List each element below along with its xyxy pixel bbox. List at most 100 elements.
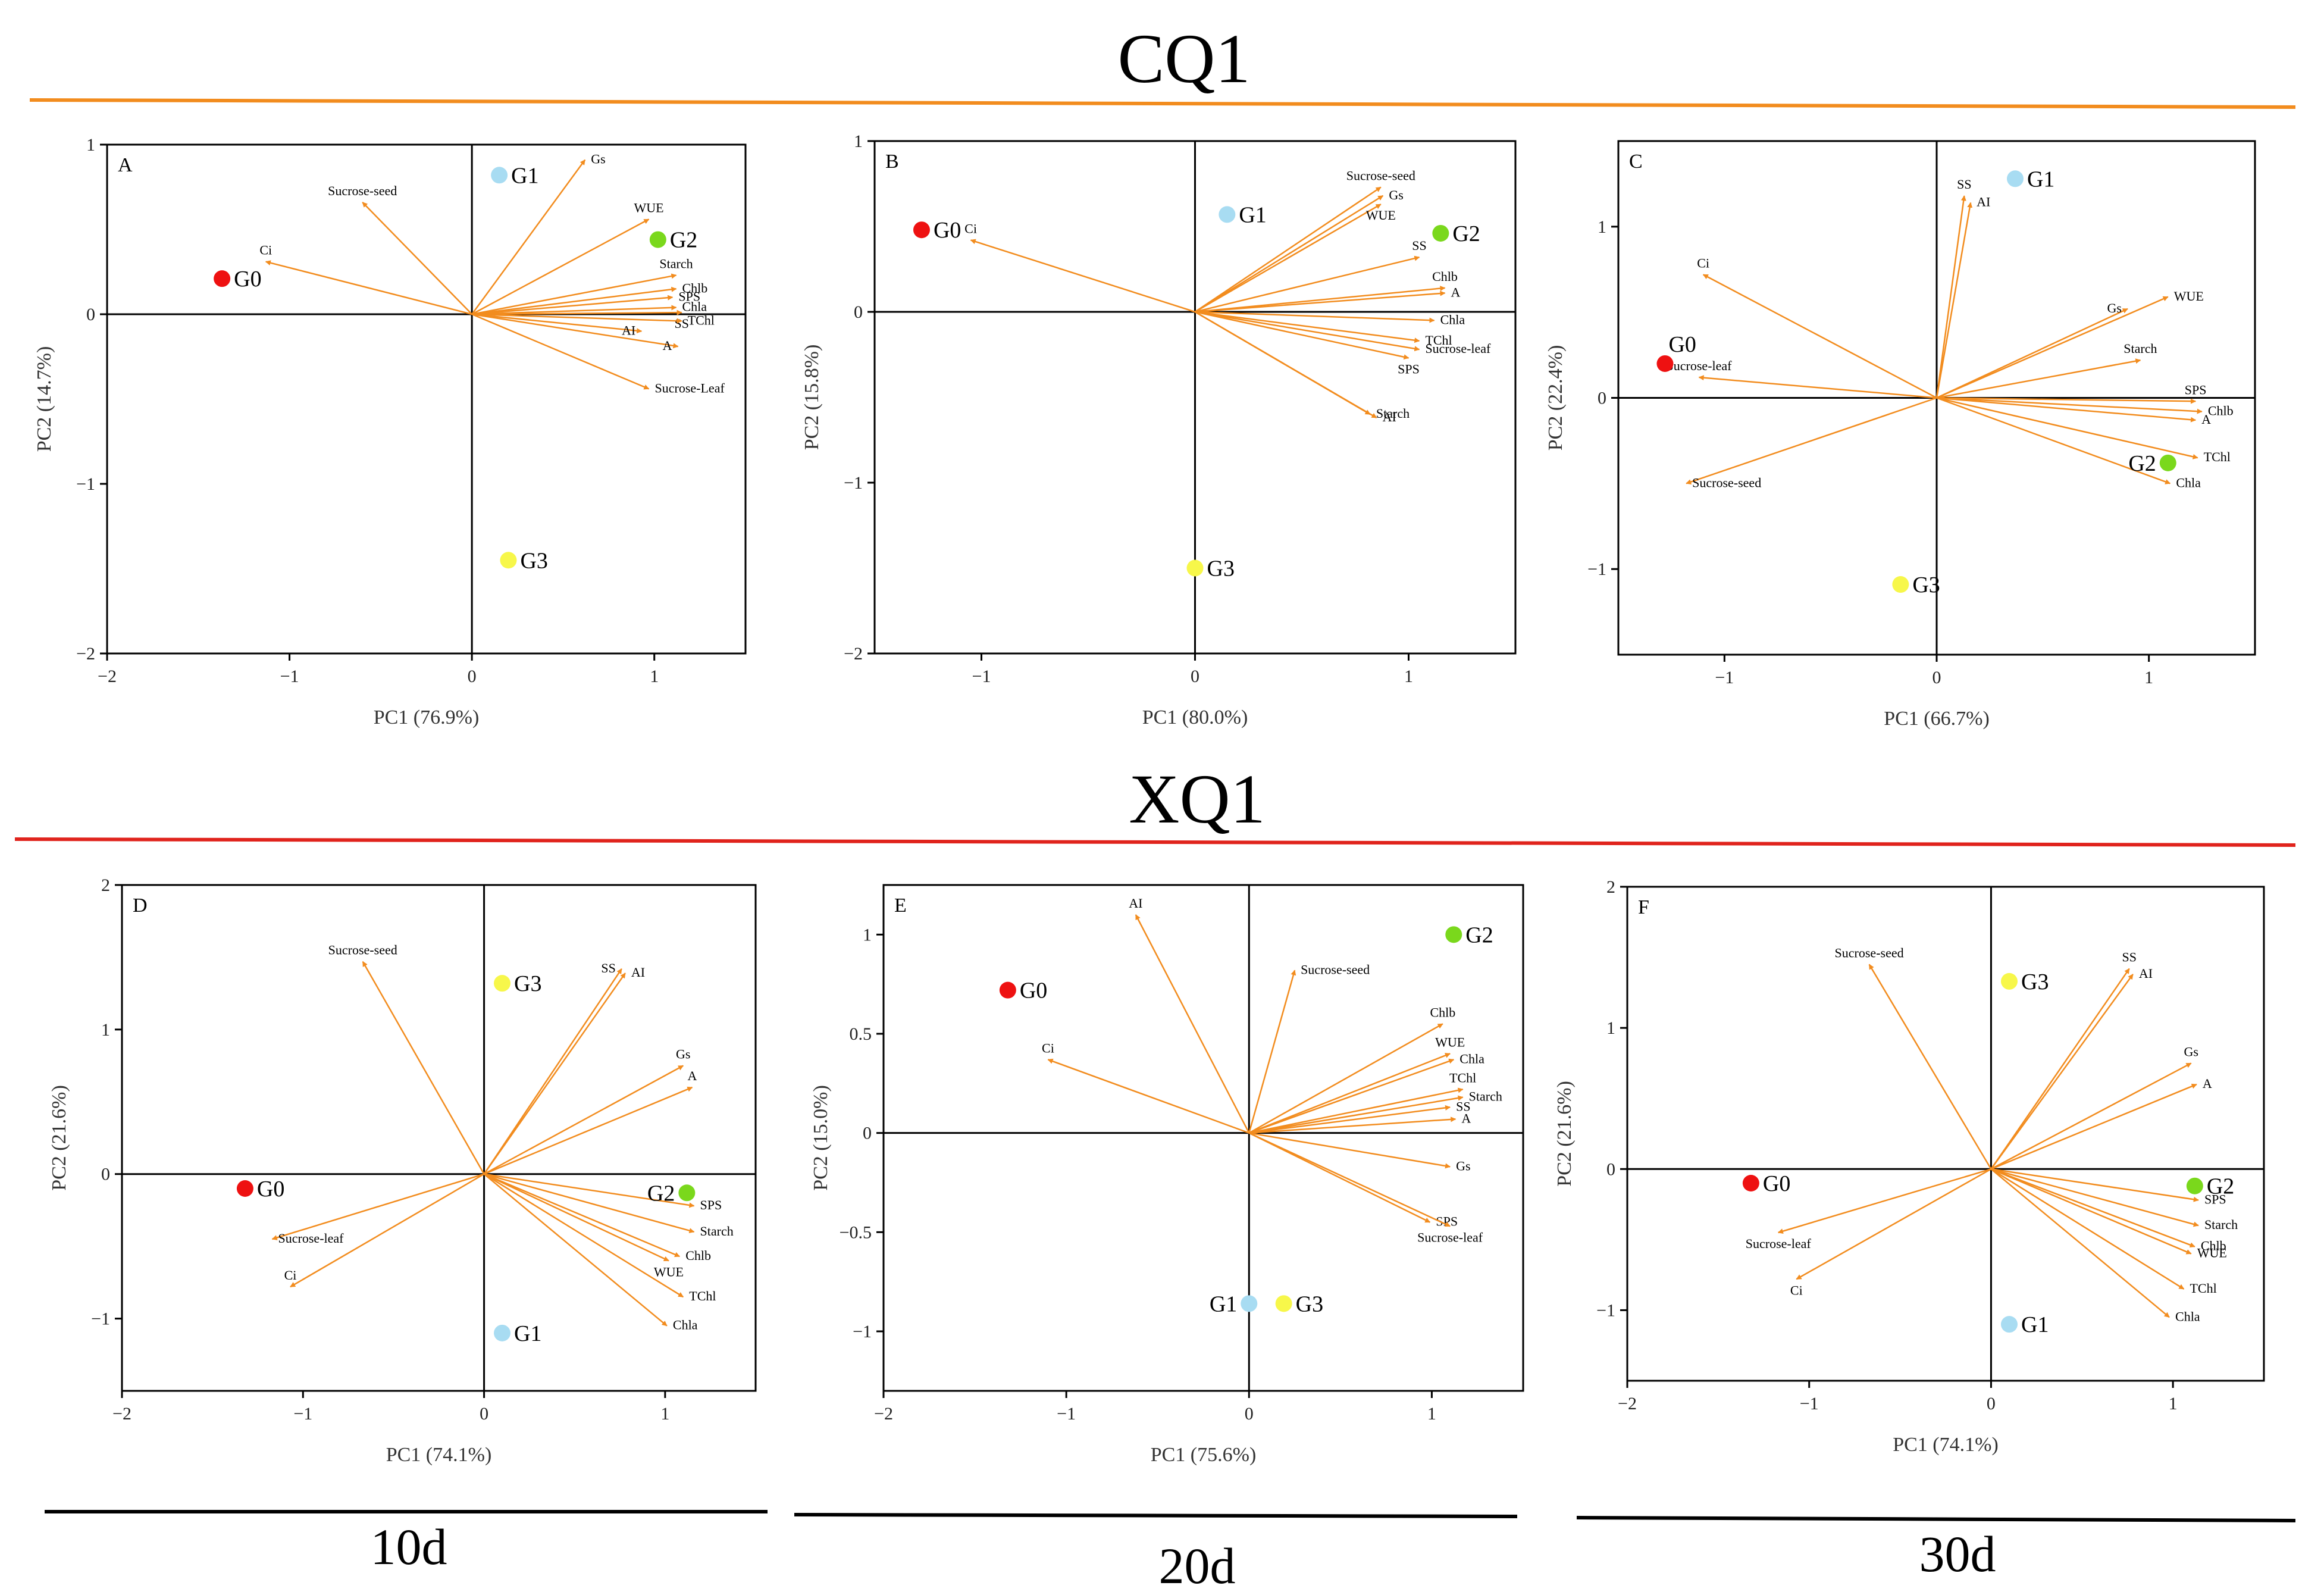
vector-label: Chlb	[682, 280, 708, 295]
vector-label: Chlb	[685, 1248, 711, 1263]
panel-letter: C	[1629, 151, 1643, 173]
loading-vector	[1249, 1087, 1464, 1134]
vector-label: Chlb	[1432, 269, 1458, 284]
loading-vector	[1195, 311, 1420, 343]
y-axis-label: PC2 (15.8%)	[801, 345, 823, 451]
plot-frame	[1626, 886, 2265, 1382]
group-point	[1656, 355, 1674, 372]
loading-vector	[1936, 397, 2198, 459]
group-label: G2	[1465, 922, 1493, 947]
vector-label: A	[2203, 1076, 2212, 1091]
loading-vector	[471, 313, 650, 390]
x-tick-label: 0	[1245, 1404, 1254, 1424]
vector-label: WUE	[2174, 289, 2204, 304]
vector-label: Chlb	[2208, 404, 2234, 418]
group-label: G2	[2128, 451, 2156, 476]
y-tick-label: 1	[1598, 217, 1606, 237]
loading-vector	[471, 159, 586, 315]
group-label: G1	[514, 1321, 541, 1346]
loading-vector	[1796, 1168, 1992, 1280]
plot-frame	[882, 884, 1524, 1392]
group-label: G2	[670, 228, 697, 253]
vector-label: Ci	[1790, 1283, 1803, 1297]
vector-label: A	[1461, 1111, 1471, 1125]
y-tick-label: 1	[1606, 1018, 1615, 1038]
x-axis-label: PC1 (74.1%)	[1893, 1434, 1999, 1456]
vector-label: Sucrose-seed	[1835, 945, 1904, 960]
x-tick-label: 0	[468, 667, 477, 686]
vector-label: SPS	[678, 289, 700, 304]
loading-vector	[483, 1173, 684, 1298]
y-axis-label: PC2 (15.0%)	[810, 1085, 832, 1191]
vector-label: Starch	[1376, 406, 1410, 421]
group-point	[649, 231, 666, 248]
loading-vector	[1047, 1058, 1249, 1134]
vector-label: TChl	[2204, 449, 2231, 464]
loading-vector	[483, 1173, 668, 1327]
loading-vector	[1249, 1105, 1451, 1134]
group-point	[494, 1324, 510, 1341]
panel-letter: F	[1638, 896, 1649, 918]
loading-vector	[1248, 1023, 1443, 1134]
y-tick-label: 0	[854, 302, 863, 322]
loading-vector	[1195, 255, 1420, 313]
panel-b: −1 0 1 −2 −1 0 1 PC1 (80.0%) PC2 (15.8%) B Ci Sucro…	[801, 132, 1517, 728]
x-tick-label: 0	[1191, 667, 1199, 686]
loading-vector	[1249, 1095, 1464, 1134]
group-label: G0	[934, 218, 961, 243]
loading-vector	[484, 1086, 693, 1175]
loading-vector	[471, 273, 677, 315]
y-tick-label: 0	[86, 305, 95, 324]
panel-a: −2 −1 0 1 −2 −1 0 1 PC1 (76.9%) PC2 (14.7%) A Sucro…	[33, 135, 747, 728]
loading-vector	[1990, 1168, 2170, 1318]
x-tick-label: −1	[1715, 668, 1734, 687]
y-tick-label: 2	[101, 875, 110, 895]
vector-label: WUE	[1435, 1034, 1465, 1049]
group-label: G0	[234, 267, 261, 292]
group-point	[678, 1184, 696, 1202]
group-point	[236, 1180, 253, 1197]
vector-label: Ci	[259, 243, 272, 258]
time-label-20d: 20d	[1159, 1537, 1236, 1594]
loading-vector	[1991, 1168, 2199, 1202]
vector-label: AI	[1977, 195, 1990, 209]
loading-vector	[1990, 1083, 2197, 1170]
vector-label: Ci	[284, 1268, 297, 1283]
loading-vector	[1195, 286, 1446, 313]
vector-label: A	[663, 338, 672, 353]
y-tick-label: −0.5	[840, 1222, 872, 1242]
vector-label: TChl	[1425, 333, 1452, 348]
y-tick-label: 0	[1598, 389, 1606, 408]
x-tick-label: 0	[1933, 668, 1941, 687]
group-label: G3	[1296, 1291, 1323, 1316]
loading-vector	[1698, 375, 1937, 399]
group-point	[2001, 972, 2018, 990]
y-tick-label: −1	[76, 474, 95, 494]
loading-vector	[1195, 290, 1446, 313]
group-label: G2	[2207, 1174, 2234, 1199]
vector-label: Ci	[964, 221, 977, 236]
vector-label: Chlb	[1430, 1005, 1455, 1019]
x-tick-label: 1	[660, 1404, 669, 1424]
y-tick-label: 0	[101, 1165, 110, 1184]
vector-label: Chla	[682, 299, 707, 314]
vector-label: Sucrose-leaf	[1746, 1236, 1812, 1251]
group-point	[999, 981, 1016, 999]
vector-label: TChl	[689, 1288, 716, 1303]
vector-label: Sucrose-seed	[1301, 962, 1370, 977]
group-point	[491, 167, 508, 184]
panel-d: −2 −1 0 1 −1 0 1 2 PC1 (74.1%) PC2 (21.6%) D Sucros…	[48, 875, 757, 1466]
vector-label: Ci	[1697, 255, 1709, 270]
loading-vector	[484, 1173, 695, 1234]
vector-label: SPS	[1398, 361, 1420, 376]
y-tick-label: 2	[1606, 877, 1615, 897]
vector-label: Chla	[2176, 475, 2201, 490]
loading-vector	[1248, 1132, 1431, 1223]
vector-label: SS	[1456, 1099, 1470, 1114]
vector-label: SS	[2122, 950, 2137, 965]
vector-label: Chla	[1459, 1051, 1484, 1066]
loading-vector	[483, 968, 622, 1175]
group-point	[913, 221, 930, 239]
y-tick-label: −2	[76, 644, 95, 664]
